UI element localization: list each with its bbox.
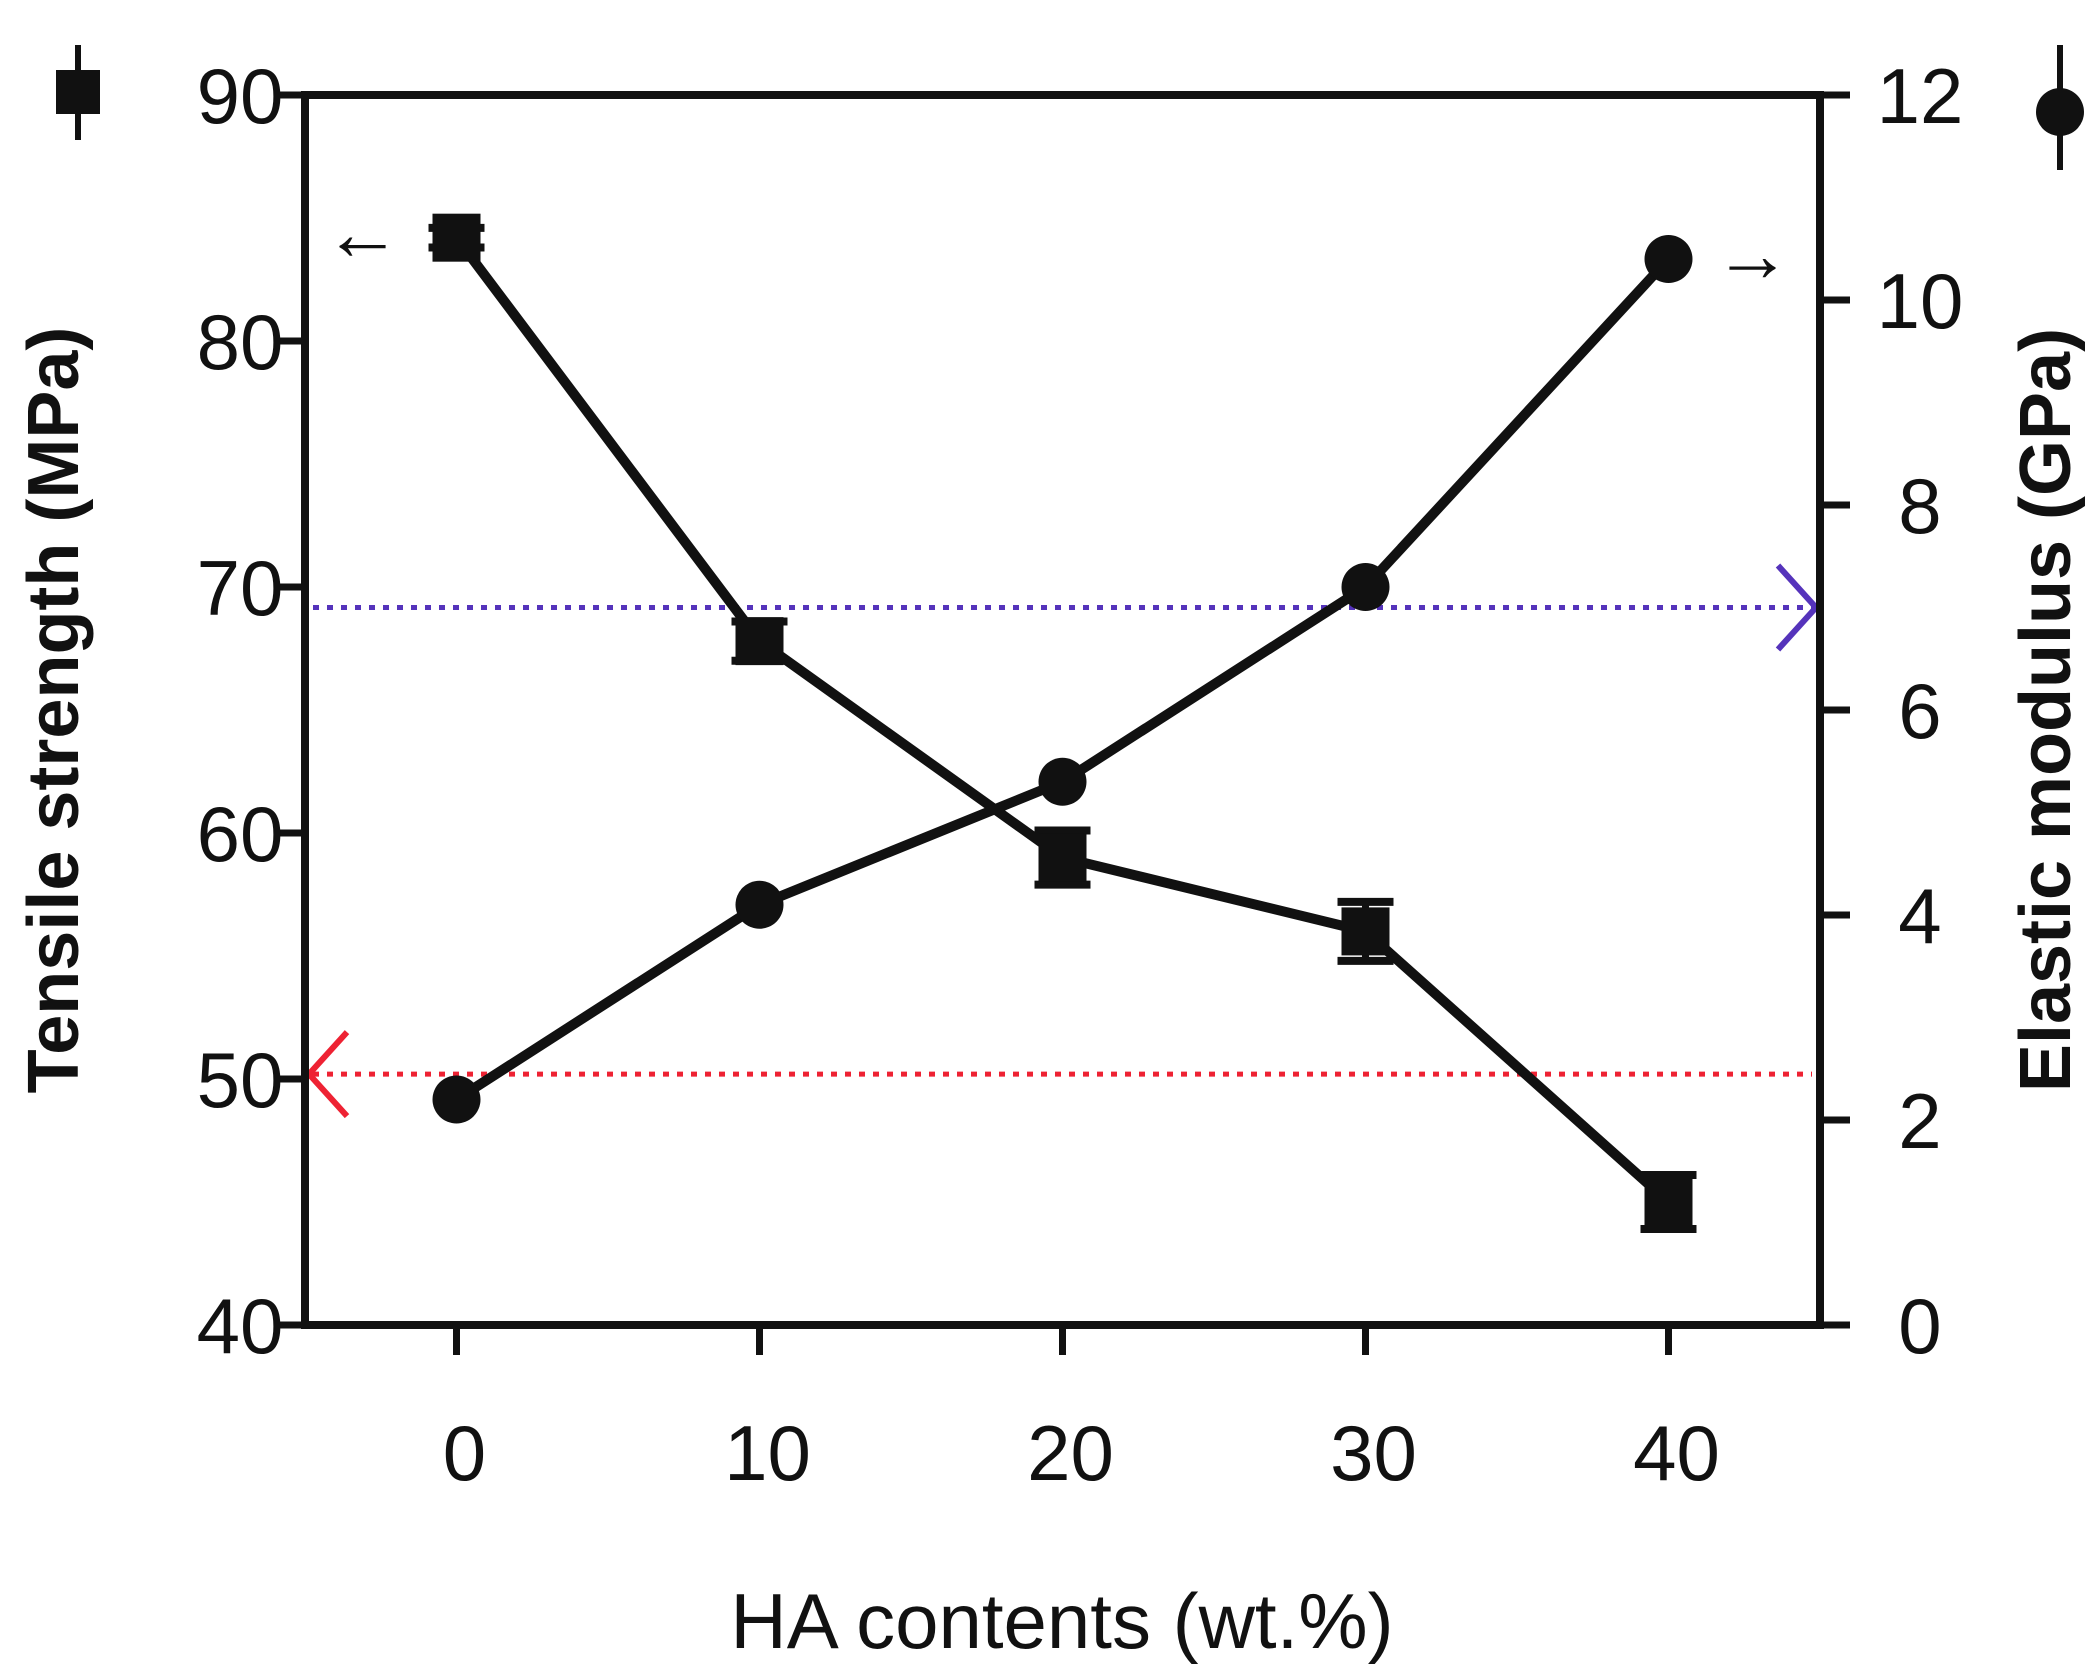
axis-labels: HA contents (wt.%) Tensile strength (MPa… bbox=[14, 45, 2086, 1665]
right-y-tick-label: 10 bbox=[1877, 257, 1964, 345]
left-y-axis-title: Tensile strength (MPa) bbox=[14, 327, 94, 1094]
left-axis-indicator-arrow: ← bbox=[324, 189, 402, 277]
data-point-square bbox=[432, 213, 481, 262]
left-y-tick-label: 70 bbox=[197, 544, 284, 632]
right-y-axis-title: Elastic modulus (GPa) bbox=[2006, 328, 2086, 1092]
data-point-square bbox=[1038, 833, 1087, 882]
right-y-tick-label: 0 bbox=[1898, 1282, 1941, 1370]
data-point-circle bbox=[432, 1075, 481, 1124]
right-y-tick-label: 12 bbox=[1877, 52, 1964, 140]
series-line bbox=[452, 234, 1672, 1206]
x-tick-label: 20 bbox=[1027, 1409, 1114, 1497]
series-line bbox=[453, 255, 1673, 1104]
axis-ticks: 0 10 20 30 40 40 50 60 70 80 90 0 2 4 6 8 10 12 bbox=[197, 52, 1964, 1497]
right-y-tick-label: 2 bbox=[1898, 1077, 1941, 1165]
right-y-tick-label: 8 bbox=[1898, 462, 1941, 550]
data-point-circle bbox=[1644, 235, 1693, 283]
series-layer bbox=[428, 213, 1697, 1234]
x-tick-label: 10 bbox=[724, 1409, 811, 1497]
right-axis-indicator-arrow: → bbox=[1714, 210, 1792, 298]
left-y-tick-label: 40 bbox=[197, 1282, 284, 1370]
data-point-square bbox=[1341, 907, 1390, 956]
data-point-circle bbox=[735, 880, 784, 929]
x-tick-label: 40 bbox=[1633, 1409, 1720, 1497]
left-y-tick-label: 60 bbox=[197, 790, 284, 878]
x-tick-label: 30 bbox=[1330, 1409, 1417, 1497]
left-legend-square-marker bbox=[56, 70, 100, 114]
right-legend-circle-marker bbox=[2036, 88, 2084, 136]
left-y-tick-label: 80 bbox=[197, 298, 284, 386]
data-point-circle bbox=[1038, 757, 1087, 806]
x-axis-title: HA contents (wt.%) bbox=[730, 1577, 1393, 1665]
data-point-square bbox=[735, 617, 784, 666]
data-point-circle bbox=[1341, 563, 1390, 611]
left-y-tick-label: 90 bbox=[197, 52, 284, 140]
right-y-tick-label: 4 bbox=[1898, 872, 1941, 960]
left-y-tick-label: 50 bbox=[197, 1036, 284, 1124]
data-point-square bbox=[1644, 1178, 1693, 1226]
x-tick-label: 0 bbox=[443, 1409, 486, 1497]
right-y-tick-label: 6 bbox=[1898, 667, 1941, 755]
